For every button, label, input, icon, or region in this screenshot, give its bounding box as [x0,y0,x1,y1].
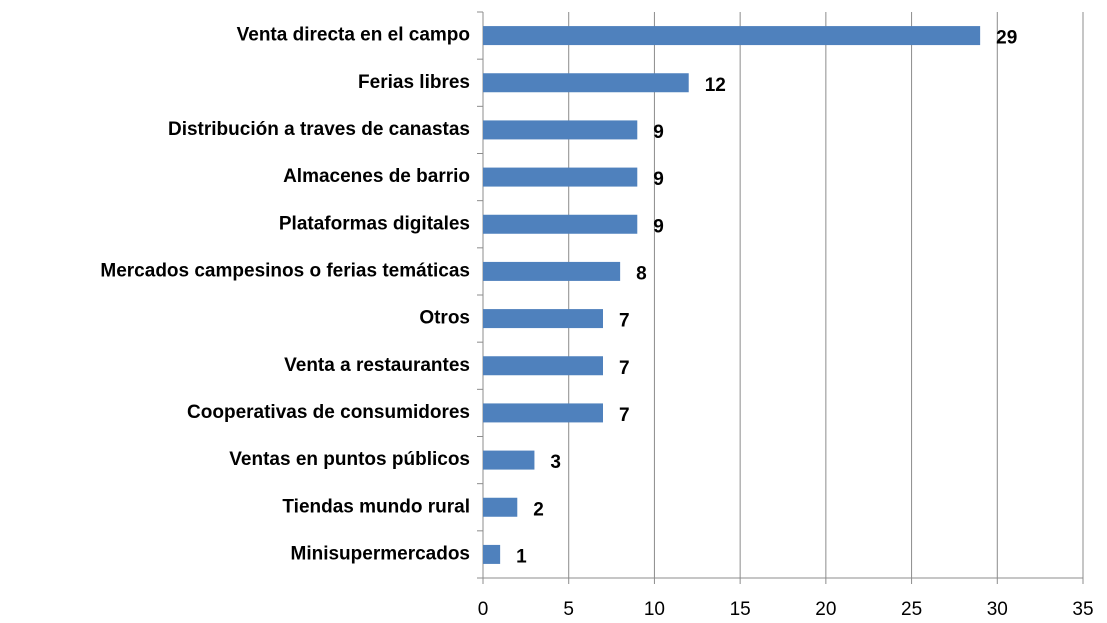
bar [483,497,518,517]
y-tick-label: Ferias libres [358,72,470,93]
data-label: 2 [533,499,544,520]
y-tick-label: Minisupermercados [291,543,471,564]
x-tick-label: 5 [563,599,574,620]
data-label: 12 [705,75,726,96]
data-label: 7 [619,311,630,332]
bar [483,356,603,376]
bar [483,214,638,234]
bar [483,450,535,470]
x-tick-label: 35 [1072,599,1093,620]
data-label: 9 [653,169,664,190]
y-tick-label: Plataformas digitales [279,213,470,234]
data-label: 9 [653,122,664,143]
bar [483,403,603,423]
x-tick-label: 0 [478,599,489,620]
x-tick-label: 15 [730,599,751,620]
x-tick-label: 10 [644,599,665,620]
bar [483,309,603,329]
y-tick-label: Cooperativas de consumidores [187,402,470,423]
bar [483,120,638,140]
bar [483,26,981,46]
data-label: 7 [619,405,630,426]
bar [483,167,638,187]
bar [483,544,501,564]
x-tick-label: 30 [987,599,1008,620]
bar [483,73,689,93]
data-label: 9 [653,216,664,237]
x-tick-label: 20 [815,599,836,620]
data-label: 1 [516,546,527,567]
data-label: 29 [996,28,1017,49]
y-tick-label: Ventas en puntos públicos [229,449,470,470]
y-tick-label: Almacenes de barrio [283,166,470,187]
data-label: 7 [619,358,630,379]
x-tick-label: 25 [901,599,922,620]
y-tick-label: Venta a restaurantes [284,355,470,376]
y-tick-label: Distribución a traves de canastas [168,119,470,140]
data-label: 3 [550,452,561,473]
data-label: 8 [636,263,647,284]
y-tick-label: Tiendas mundo rural [282,496,470,517]
y-tick-label: Otros [419,308,470,329]
bar [483,261,621,281]
y-tick-label: Venta directa en el campo [237,25,470,46]
y-tick-label: Mercados campesinos o ferias temáticas [100,260,470,281]
